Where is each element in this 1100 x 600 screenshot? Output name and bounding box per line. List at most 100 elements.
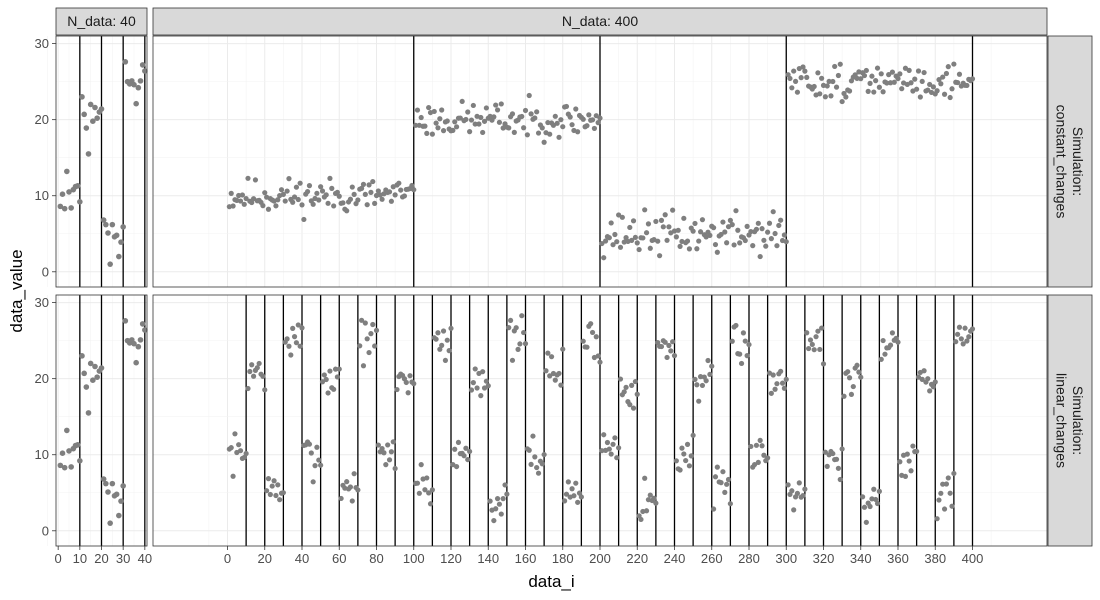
data-point [761, 452, 767, 458]
data-point [513, 325, 519, 331]
data-point [861, 504, 868, 510]
data-point [906, 458, 912, 464]
facet-strip-col-2 [152, 7, 1048, 36]
data-point [643, 508, 650, 514]
data-point [770, 209, 776, 215]
data-point [800, 492, 806, 499]
data-point [411, 381, 417, 387]
data-point [347, 196, 354, 202]
data-point [759, 443, 765, 449]
data-point [727, 217, 733, 223]
data-point [316, 457, 322, 463]
data-point [100, 476, 107, 482]
data-point [673, 234, 679, 240]
data-point [133, 359, 139, 366]
data-point [850, 383, 856, 390]
data-point [830, 78, 836, 85]
data-point [68, 464, 74, 470]
data-point [273, 492, 279, 499]
data-point [122, 59, 129, 65]
data-point [247, 368, 253, 375]
data-point [295, 196, 301, 203]
data-point [321, 372, 327, 378]
data-point [446, 348, 452, 354]
data-point [308, 450, 314, 456]
data-point [57, 203, 64, 210]
data-point [955, 79, 961, 86]
data-point [887, 342, 894, 348]
data-point [558, 117, 564, 123]
data-point [705, 357, 711, 364]
data-point [690, 432, 696, 438]
data-point [424, 130, 430, 136]
data-point [670, 339, 676, 345]
data-point [802, 68, 808, 74]
data-point [692, 220, 698, 227]
data-point [504, 491, 510, 497]
data-point [252, 177, 259, 183]
data-point [794, 89, 801, 95]
data-point [943, 481, 950, 487]
data-point [120, 483, 126, 489]
data-point [493, 506, 499, 512]
data-point [645, 221, 652, 227]
strip-line-1: Simulation: [1070, 127, 1086, 196]
data-point [290, 199, 296, 205]
data-point [483, 105, 489, 111]
data-point [744, 353, 750, 359]
data-point [286, 176, 292, 182]
data-point [617, 244, 624, 250]
data-point [902, 473, 909, 480]
data-point [547, 131, 553, 137]
x-tick-label: 140 [477, 551, 499, 566]
data-point [314, 444, 320, 450]
data-point [906, 67, 912, 73]
data-point [539, 125, 545, 131]
data-point [459, 98, 465, 105]
data-point [835, 465, 842, 471]
x-tick-label: 30 [116, 551, 130, 566]
data-point [422, 123, 428, 129]
data-point [467, 448, 473, 455]
data-point [614, 455, 620, 461]
data-point [804, 74, 810, 80]
data-point [601, 432, 607, 438]
data-point [284, 188, 290, 194]
data-point [833, 84, 840, 90]
data-point [897, 459, 903, 465]
data-point [481, 118, 488, 124]
x-tick-label: 0 [224, 551, 231, 566]
data-point [457, 115, 463, 121]
x-tick-label: 60 [332, 551, 346, 566]
data-point [239, 192, 245, 198]
data-point [493, 102, 499, 108]
data-point [578, 494, 584, 500]
data-point [243, 195, 249, 202]
data-point [660, 224, 666, 230]
data-point [249, 199, 255, 206]
x-tick-label: 200 [589, 551, 611, 566]
data-point [822, 449, 828, 455]
data-point [103, 221, 109, 228]
data-point [105, 230, 111, 236]
data-point [768, 236, 774, 242]
data-point [673, 458, 679, 464]
data-point [375, 188, 381, 194]
x-tick-label: 160 [515, 551, 537, 566]
data-point [956, 324, 963, 330]
data-point [275, 482, 281, 488]
data-point [951, 470, 957, 477]
data-point [714, 464, 720, 470]
data-point [556, 370, 562, 377]
data-point [264, 488, 270, 494]
data-point [327, 175, 333, 181]
data-point [876, 488, 882, 494]
data-point [779, 380, 786, 386]
data-point [79, 353, 85, 359]
data-point [945, 64, 951, 70]
data-point [597, 115, 603, 121]
data-point [714, 249, 720, 255]
data-point [299, 202, 305, 208]
strip-line-2: linear_changes [1054, 373, 1070, 468]
